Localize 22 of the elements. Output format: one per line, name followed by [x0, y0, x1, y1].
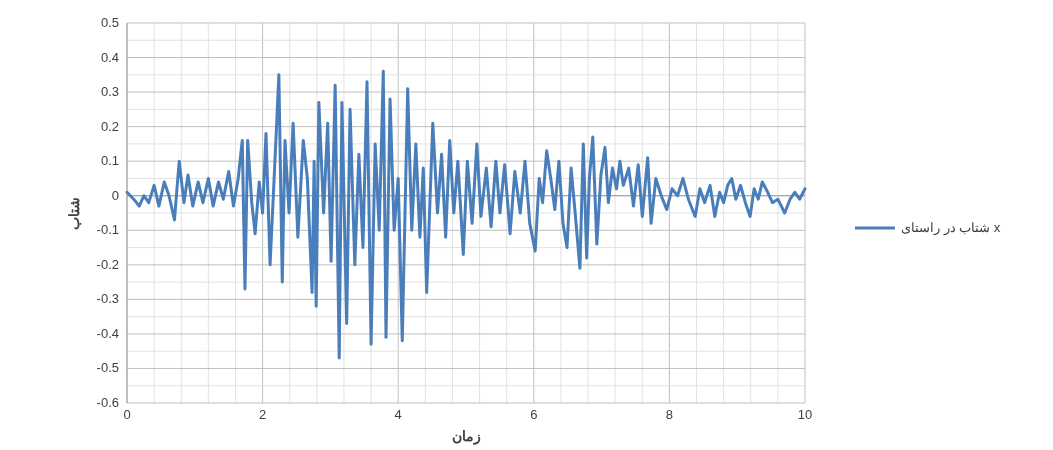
- y-tick-label: 0.2: [100, 118, 119, 134]
- y-tick-label: -0.4: [96, 325, 119, 341]
- y-tick-label: -0.6: [96, 395, 119, 410]
- x-tick-label: 6: [530, 407, 538, 422]
- y-tick-label: -0.5: [96, 360, 119, 376]
- x-tick-label: 0: [123, 407, 131, 422]
- x-tick-label: 8: [665, 407, 674, 422]
- y-tick-label: 0.5: [100, 15, 119, 30]
- y-tick-label: 0.3: [100, 84, 119, 100]
- legend-label: شتاب در راستای x: [901, 220, 1001, 236]
- y-tick-label: 0: [111, 187, 119, 203]
- y-tick-label: -0.2: [96, 256, 119, 272]
- x-tick-label: 4: [394, 407, 402, 422]
- y-axis-title: شتاب: [66, 196, 82, 230]
- y-tick-label: 0.4: [100, 49, 119, 65]
- y-tick-label: -0.3: [96, 291, 119, 307]
- x-tick-label: 2: [258, 407, 267, 422]
- y-tick-label: -0.1: [96, 222, 119, 238]
- y-tick-label: 0.1: [100, 153, 119, 169]
- x-axis-title: زمان: [451, 428, 481, 445]
- legend: شتاب در راستای x: [855, 220, 1001, 235]
- x-tick-label: 10: [797, 407, 813, 422]
